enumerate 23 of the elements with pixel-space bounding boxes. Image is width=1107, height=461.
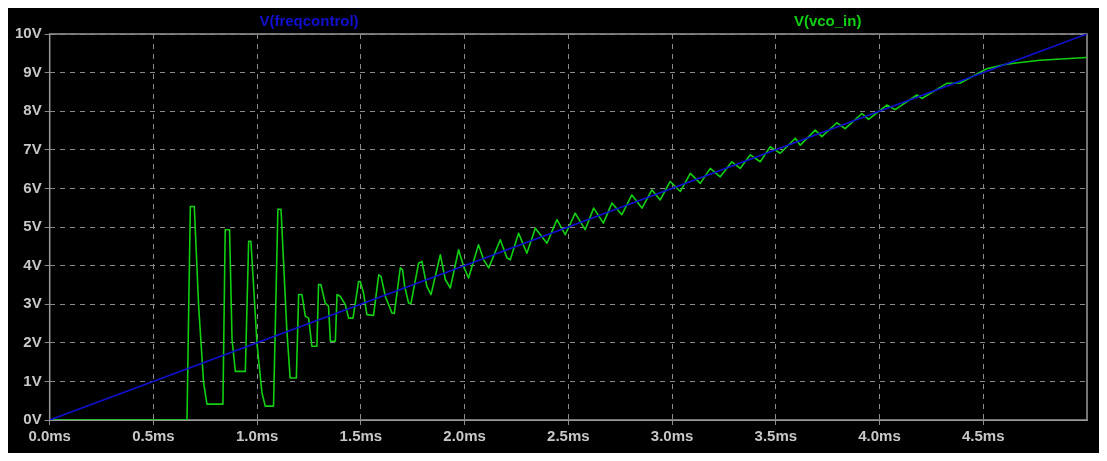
x-tick-label: 3.0ms bbox=[650, 427, 694, 445]
x-tick-label: 2.5ms bbox=[547, 427, 590, 445]
y-tick-label: 4V bbox=[23, 255, 42, 273]
text: V(freqcontrol) bbox=[259, 11, 359, 29]
y-tick-label: 0V bbox=[23, 410, 42, 428]
y-tick-label: 1V bbox=[23, 371, 42, 389]
x-tick-label: 0.5ms bbox=[132, 427, 175, 445]
y-tick-label: 9V bbox=[23, 62, 42, 80]
y-tick-label: 5V bbox=[23, 217, 42, 235]
text: V(vco_in) bbox=[793, 11, 862, 29]
y-tick-label: 6V bbox=[23, 178, 42, 196]
y-tick-label: 10V bbox=[14, 24, 42, 42]
x-tick-label: 4.0ms bbox=[858, 427, 901, 445]
y-tick-label: 3V bbox=[23, 294, 42, 312]
x-tick-label: 3.5ms bbox=[754, 427, 798, 445]
x-tick-label: 1.0ms bbox=[235, 427, 279, 445]
x-tick-label: 1.5ms bbox=[339, 427, 383, 445]
x-tick-label: 2.0ms bbox=[443, 427, 486, 445]
x-tick-label: 4.5ms bbox=[962, 427, 1005, 445]
y-tick-label: 8V bbox=[23, 101, 42, 119]
x-tick-label: 0.0ms bbox=[28, 427, 71, 445]
y-tick-label: 2V bbox=[23, 332, 42, 350]
y-tick-label: 7V bbox=[23, 139, 42, 157]
